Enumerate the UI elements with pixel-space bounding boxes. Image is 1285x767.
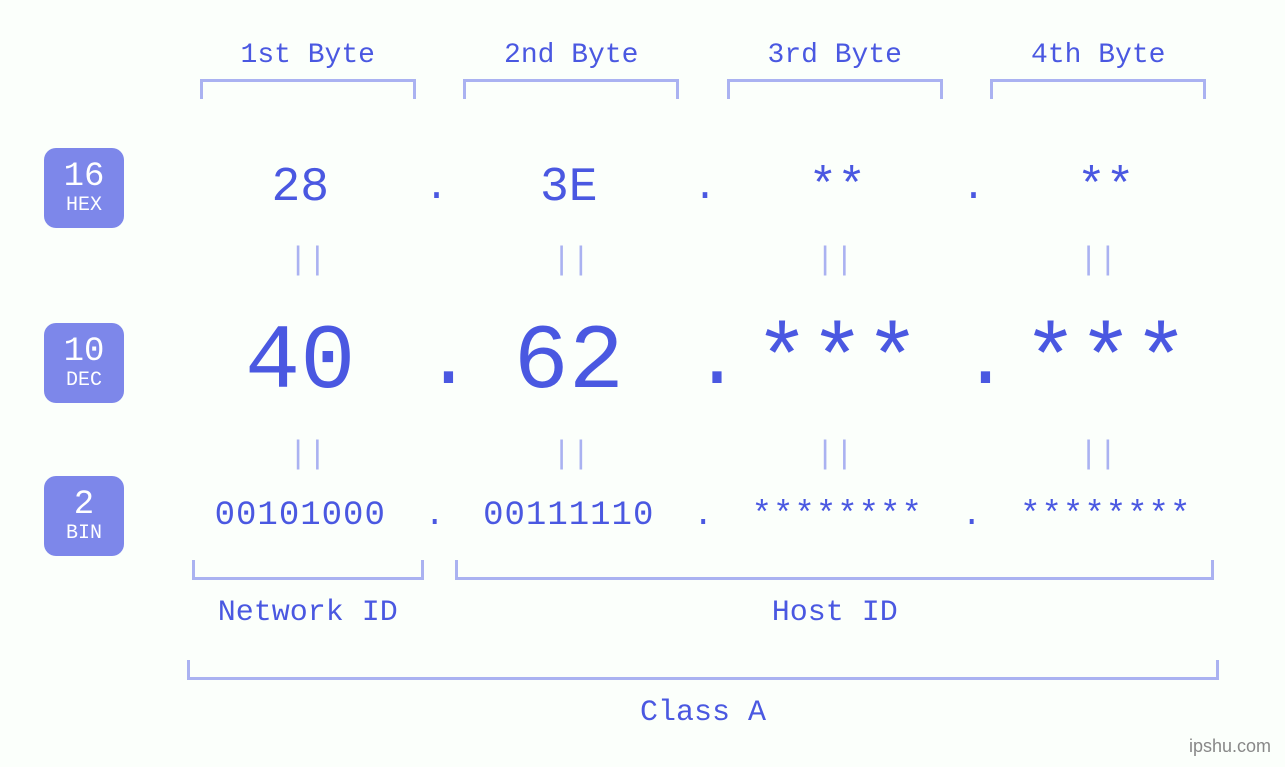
class-label: Class A: [640, 696, 766, 730]
byte-label: 3rd Byte: [768, 40, 902, 71]
dec-values: 40 . 62 . *** . ***: [176, 310, 1230, 415]
dot-separator: .: [425, 497, 445, 535]
dot-separator: .: [962, 317, 982, 408]
dot-separator: .: [962, 497, 982, 535]
equals: ||: [967, 436, 1231, 473]
bin-badge: 2 BIN: [44, 476, 124, 556]
hex-row: 16 HEX 28 . 3E . ** . **: [0, 148, 1285, 228]
equals-row-2: || || || ||: [176, 436, 1230, 473]
bin-badge-num: 2: [74, 488, 94, 522]
bin-byte-2: 00111110: [445, 497, 694, 535]
byte-header-1: 1st Byte: [176, 40, 440, 99]
bin-row: 2 BIN 00101000 . 00111110 . ******** . *…: [0, 476, 1285, 556]
dec-byte-3: ***: [713, 310, 962, 415]
hex-byte-1: 28: [176, 161, 425, 215]
watermark: ipshu.com: [1189, 736, 1271, 757]
bracket-top: [463, 79, 679, 99]
hex-badge-txt: HEX: [66, 196, 102, 216]
footer: Network ID Host ID Class A: [176, 560, 1230, 730]
bin-byte-3: ********: [713, 497, 962, 535]
equals: ||: [703, 436, 967, 473]
net-host-row: Network ID Host ID: [176, 560, 1230, 630]
equals: ||: [440, 436, 704, 473]
dec-badge: 10 DEC: [44, 323, 124, 403]
dot-separator: .: [425, 166, 445, 211]
equals: ||: [176, 436, 440, 473]
hex-values: 28 . 3E . ** . **: [176, 161, 1230, 215]
byte-label: 4th Byte: [1031, 40, 1165, 71]
bin-values: 00101000 . 00111110 . ******** . *******…: [176, 497, 1230, 535]
equals-row-1: || || || ||: [176, 242, 1230, 279]
network-id-label: Network ID: [218, 596, 398, 630]
host-id-col: Host ID: [440, 560, 1231, 630]
byte-label: 1st Byte: [241, 40, 375, 71]
bin-byte-4: ********: [982, 497, 1231, 535]
hex-badge: 16 HEX: [44, 148, 124, 228]
equals: ||: [703, 242, 967, 279]
bin-badge-txt: BIN: [66, 524, 102, 544]
dec-byte-1: 40: [176, 310, 425, 415]
byte-header-4: 4th Byte: [967, 40, 1231, 99]
host-id-label: Host ID: [772, 596, 898, 630]
dec-badge-txt: DEC: [66, 371, 102, 391]
hex-byte-3: **: [713, 161, 962, 215]
network-id-col: Network ID: [176, 560, 440, 630]
dec-row: 10 DEC 40 . 62 . *** . ***: [0, 310, 1285, 415]
dot-separator: .: [962, 166, 982, 211]
dec-byte-4: ***: [982, 310, 1231, 415]
bracket-top: [990, 79, 1206, 99]
byte-header-2: 2nd Byte: [440, 40, 704, 99]
equals: ||: [176, 242, 440, 279]
dec-byte-2: 62: [445, 310, 694, 415]
bracket-top: [727, 79, 943, 99]
dot-separator: .: [693, 166, 713, 211]
bin-byte-1: 00101000: [176, 497, 425, 535]
dot-separator: .: [693, 497, 713, 535]
bracket-top: [200, 79, 416, 99]
dot-separator: .: [425, 317, 445, 408]
dec-badge-num: 10: [64, 335, 105, 369]
bracket-bottom: [455, 560, 1214, 580]
byte-header-3: 3rd Byte: [703, 40, 967, 99]
equals: ||: [440, 242, 704, 279]
hex-byte-4: **: [982, 161, 1231, 215]
hex-byte-2: 3E: [445, 161, 694, 215]
bracket-bottom: [192, 560, 424, 580]
dot-separator: .: [693, 317, 713, 408]
hex-badge-num: 16: [64, 160, 105, 194]
bracket-bottom: [187, 660, 1220, 680]
equals: ||: [967, 242, 1231, 279]
byte-label: 2nd Byte: [504, 40, 638, 71]
class-row: Class A: [176, 660, 1230, 730]
byte-headers: 1st Byte 2nd Byte 3rd Byte 4th Byte: [176, 40, 1230, 99]
